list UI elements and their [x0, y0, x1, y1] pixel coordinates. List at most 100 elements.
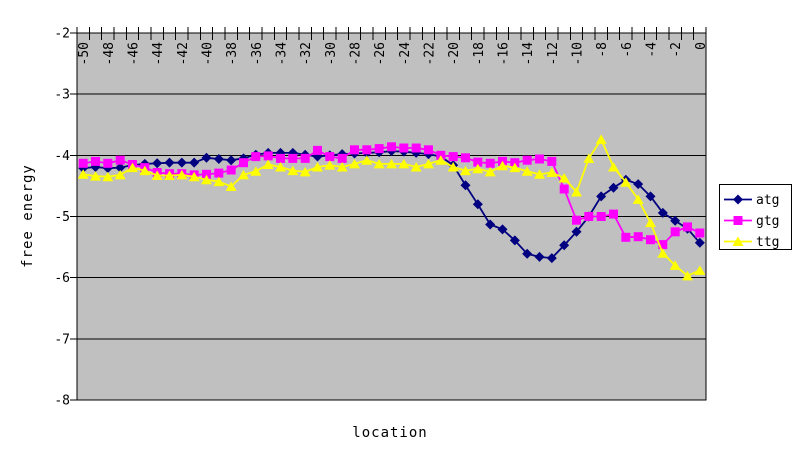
marker-ttg [386, 158, 397, 169]
marker-atg [645, 191, 656, 202]
marker-atg [633, 179, 644, 190]
marker-atg [694, 237, 705, 248]
marker-ttg [645, 217, 656, 228]
marker-ttg [460, 165, 471, 176]
marker-gtg [559, 184, 569, 194]
marker-ttg [435, 155, 447, 165]
marker-atg [596, 191, 607, 202]
x-tick-label: -6 [620, 42, 635, 58]
plot-border [76, 32, 707, 401]
marker-gtg [658, 240, 668, 250]
y-axis-title: free energy [20, 164, 36, 268]
marker-ttg [77, 169, 89, 179]
marker-ttg [90, 171, 101, 181]
x-tick-label: -44 [151, 42, 166, 66]
x-tick-label: -14 [521, 42, 536, 66]
marker-gtg [609, 209, 618, 219]
x-tick-label: -2 [669, 42, 684, 58]
marker-ttg [509, 162, 521, 173]
marker-gtg [276, 153, 285, 163]
marker-gtg [387, 142, 396, 152]
marker-gtg [572, 215, 581, 225]
x-tick-label: -10 [571, 42, 586, 65]
marker-ttg [398, 158, 410, 169]
marker-gtg [621, 232, 631, 242]
marker-atg [571, 226, 582, 237]
x-tick-label: -28 [349, 42, 364, 65]
marker-ttg [336, 161, 348, 172]
marker-gtg [288, 153, 298, 163]
marker-gtg [214, 168, 224, 178]
marker-ttg [546, 167, 558, 177]
x-tick-label: -16 [497, 42, 512, 65]
marker-gtg [91, 156, 100, 166]
marker-gtg [424, 145, 433, 155]
marker-ttg [373, 158, 385, 169]
legend-label-gtg: gtg [756, 214, 779, 229]
marker-ttg [127, 162, 138, 173]
marker-ttg [620, 177, 632, 187]
marker-atg [460, 180, 471, 191]
marker-ttg [595, 134, 607, 144]
x-tick-label: -46 [127, 42, 142, 65]
marker-ttg [151, 170, 163, 181]
marker-gtg [485, 158, 495, 168]
x-tick-label: -24 [398, 42, 413, 66]
marker-atg [559, 240, 570, 251]
marker-ttg [447, 161, 459, 172]
marker-atg [509, 235, 520, 246]
x-tick-label: -38 [225, 42, 240, 65]
marker-atg [152, 158, 163, 169]
marker-ttg [608, 161, 619, 172]
x-tick-label: -36 [250, 42, 265, 65]
x-axis-tick-labels: -50 -48 -46 -44 -42 -40 -38 -36 -34 -32 -30 -28 -26-… [77, 42, 709, 66]
marker-ttg [275, 161, 286, 172]
marker-ttg [423, 158, 434, 169]
marker-ttg [583, 153, 595, 163]
y-tick-label: -5 [54, 210, 70, 225]
marker-ttg [669, 260, 681, 270]
marker-ttg [114, 169, 126, 180]
marker-gtg [362, 145, 372, 155]
marker-atg [164, 157, 175, 168]
marker-ttg [497, 160, 508, 171]
marker-gtg [239, 158, 248, 168]
y-tick-label: -2 [54, 27, 70, 42]
marker-ttg [324, 160, 336, 170]
marker-ttg [694, 265, 706, 275]
x-tick-label: -50 [77, 42, 92, 65]
marker-gtg [103, 158, 113, 168]
x-tick-label: -40 [201, 42, 216, 65]
marker-gtg [695, 228, 705, 238]
marker-ttg [682, 270, 693, 281]
y-axis-tick-labels: -2 -3 -4 -5 -6 -7 -8 [54, 27, 70, 409]
marker-ttg [558, 172, 570, 183]
x-tick-label: -12 [546, 42, 561, 65]
y-tick-label: -6 [54, 271, 70, 286]
marker-gtg [350, 145, 359, 155]
x-tick-label: -20 [447, 42, 462, 65]
marker-gtg [313, 145, 322, 155]
x-tick-label: -22 [423, 42, 438, 65]
marker-ttg [312, 161, 323, 172]
marker-gtg [202, 169, 211, 179]
x-tick-label: -4 [645, 42, 660, 58]
marker-atg [176, 157, 187, 168]
marker-gtg [584, 212, 594, 221]
marker-gtg [337, 153, 347, 163]
marker-gtg [399, 143, 409, 153]
marker-gtg [226, 165, 236, 175]
x-tick-label: -42 [176, 42, 191, 65]
marker-atg [497, 224, 508, 235]
marker-gtg [596, 212, 606, 221]
marker-ttg [164, 170, 175, 181]
marker-atg [115, 162, 126, 173]
plot-border-rect [76, 32, 707, 401]
marker-ttg [238, 169, 249, 180]
y-tick-label: -4 [54, 149, 70, 164]
x-axis-title: location [352, 425, 427, 441]
y-axis-ticks [70, 32, 77, 401]
marker-ttg [250, 166, 262, 176]
marker-ttg [571, 187, 582, 197]
